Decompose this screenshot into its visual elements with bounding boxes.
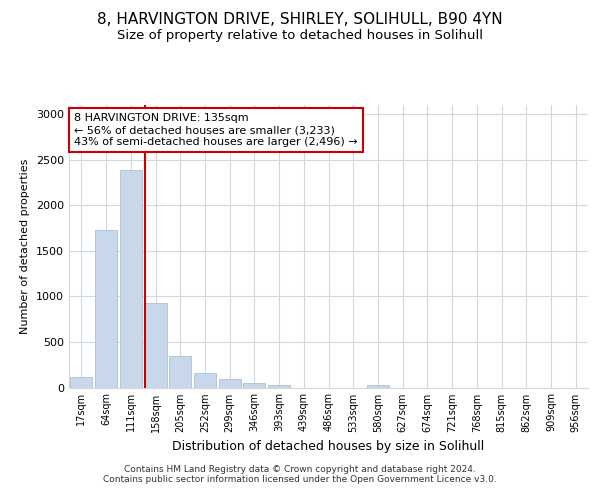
Y-axis label: Number of detached properties: Number of detached properties <box>20 158 31 334</box>
Bar <box>145 302 167 388</box>
Bar <box>243 383 265 388</box>
Text: 8 HARVINGTON DRIVE: 135sqm
← 56% of detached houses are smaller (3,233)
43% of s: 8 HARVINGTON DRIVE: 135sqm ← 56% of deta… <box>74 114 358 146</box>
Text: Contains public sector information licensed under the Open Government Licence v3: Contains public sector information licen… <box>103 476 497 484</box>
Bar <box>169 356 191 388</box>
Bar <box>119 170 142 388</box>
Text: Size of property relative to detached houses in Solihull: Size of property relative to detached ho… <box>117 30 483 43</box>
Bar <box>268 385 290 388</box>
Bar <box>218 380 241 388</box>
Text: 8, HARVINGTON DRIVE, SHIRLEY, SOLIHULL, B90 4YN: 8, HARVINGTON DRIVE, SHIRLEY, SOLIHULL, … <box>97 12 503 28</box>
Bar <box>95 230 117 388</box>
Bar <box>194 374 216 388</box>
Bar <box>70 376 92 388</box>
Text: Contains HM Land Registry data © Crown copyright and database right 2024.: Contains HM Land Registry data © Crown c… <box>124 464 476 473</box>
X-axis label: Distribution of detached houses by size in Solihull: Distribution of detached houses by size … <box>172 440 485 453</box>
Bar <box>367 385 389 388</box>
